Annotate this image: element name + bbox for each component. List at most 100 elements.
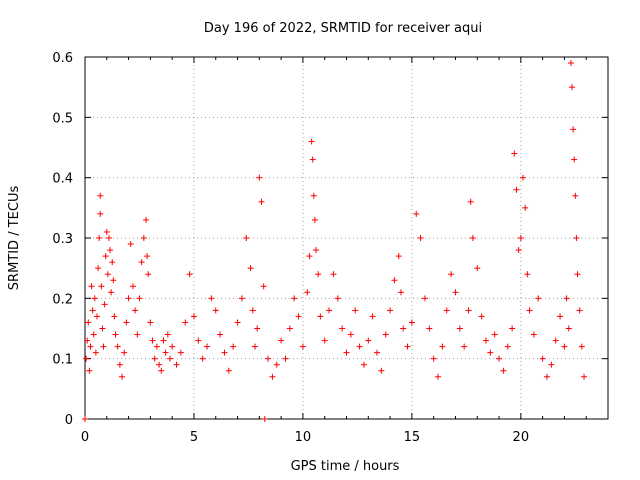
data-point [400,325,407,332]
data-point [143,216,150,223]
data-point [136,295,143,302]
data-point [311,216,318,223]
data-point [561,343,568,350]
data-point [515,247,522,254]
data-point [182,319,189,326]
grid-lines [85,57,608,419]
data-point [269,373,276,380]
data-point [230,343,237,350]
data-point [247,265,254,272]
data-point [116,361,123,368]
data-point [104,271,111,278]
data-point [474,265,481,272]
data-point [581,373,588,380]
data-point [166,355,173,362]
data-point [522,204,529,211]
data-point [204,343,211,350]
data-point [125,295,132,302]
data-point [571,156,578,163]
data-point [374,349,381,356]
data-point [101,301,108,308]
data-point [105,235,112,241]
data-point [251,343,258,350]
data-point [199,355,206,362]
data-point [299,343,306,350]
data-point [500,367,507,374]
data-point [511,150,518,157]
data-point [153,343,160,350]
data-point [321,337,328,344]
data-point [238,295,245,302]
y-tick-label: 0.3 [52,232,73,247]
data-point [395,253,402,260]
data-point [169,343,176,350]
data-point [317,313,324,320]
data-point [482,337,489,344]
data-point [491,331,498,338]
data-point [578,343,585,350]
x-axis: 0 5 10 15 20 [81,57,609,445]
data-point [256,174,263,181]
data-point [254,325,261,332]
data-point [108,289,115,296]
data-point [160,337,167,344]
data-point [129,283,136,290]
data-point [149,337,156,344]
x-axis-label: GPS time / hours [291,459,400,474]
data-point [308,138,315,145]
data-point [186,271,193,278]
data-point [397,289,404,296]
data-point [443,307,450,314]
y-tick-label: 0.4 [52,172,73,187]
data-point [448,271,455,278]
data-point [535,295,542,302]
data-point [487,349,494,356]
x-tick-label: 20 [513,430,530,445]
data-point [557,313,564,320]
data-point [467,198,474,205]
data-point [138,259,145,266]
data-point [513,186,520,193]
data-point [334,295,341,302]
data-point [548,361,555,368]
data-point [569,84,576,91]
data-point [82,416,88,422]
data-point [456,325,463,332]
x-tick-label: 5 [190,430,198,445]
data-point [212,307,219,314]
y-tick-label: 0.5 [52,111,73,126]
y-tick-label: 0.6 [52,51,73,66]
data-point [95,265,102,272]
data-point [509,325,516,332]
data-point [286,325,293,332]
y-tick-label: 0 [65,413,73,428]
data-point [563,295,570,302]
data-point [404,343,411,350]
y-axis: 0 0.1 0.2 0.3 0.4 0.5 0.6 [52,51,608,428]
data-point [391,277,398,284]
data-point [576,307,583,314]
data-point [435,373,442,380]
data-point [382,331,389,338]
data-point [92,349,99,356]
data-point [265,355,272,362]
data-point [306,253,313,260]
data-point [90,331,97,338]
data-point [119,373,126,380]
data-point [164,331,171,338]
data-points [82,60,588,422]
y-tick-label: 0.2 [52,292,73,307]
data-point [110,277,117,284]
data-point [365,337,372,344]
data-point [430,355,437,362]
data-point [526,307,533,314]
data-point [100,343,107,350]
data-point [356,343,363,350]
data-point [225,367,232,374]
data-point [156,361,163,368]
data-point [552,337,559,344]
data-point [469,235,476,241]
data-point [426,325,433,332]
data-point [84,337,91,344]
